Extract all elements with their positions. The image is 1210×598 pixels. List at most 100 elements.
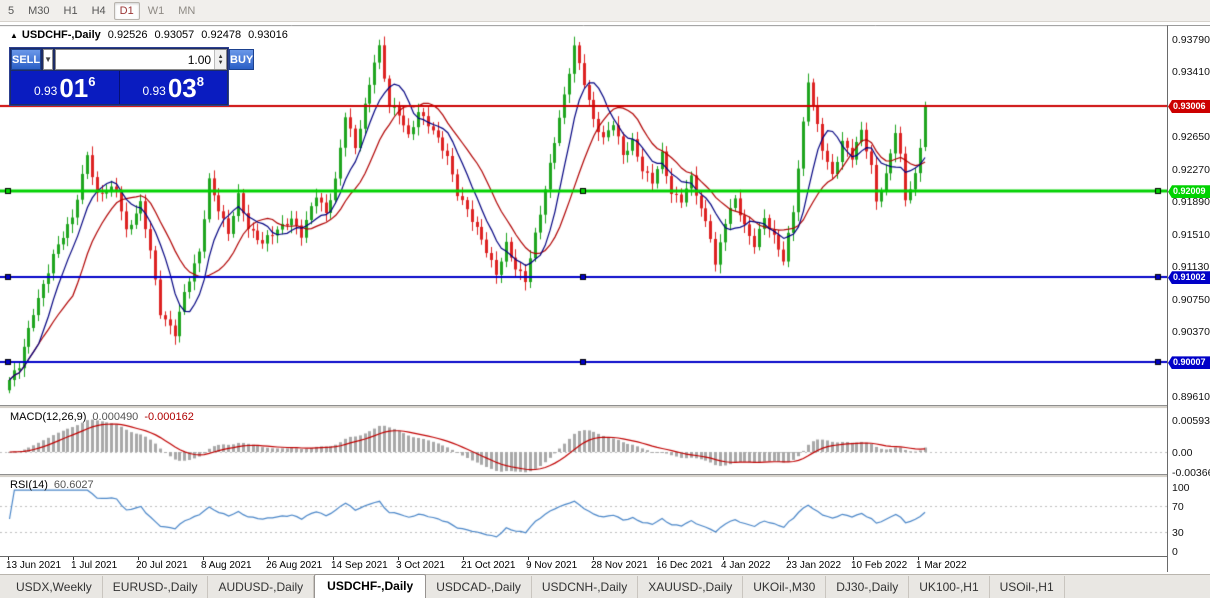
- buy-price-prefix: 0.93: [142, 84, 166, 98]
- date-tick: [528, 557, 529, 560]
- price-tag-0-90007: 0.90007: [1168, 356, 1210, 370]
- macd-indicator-label: MACD(12,26,9) 0.000490 -0.000162: [10, 411, 194, 423]
- date-tick: [788, 557, 789, 560]
- chart-tab-usdx-weekly[interactable]: USDX,Weekly: [6, 576, 103, 598]
- date-tick: [918, 557, 919, 560]
- date-tick: [203, 557, 204, 560]
- ohlc-low: 0.92478: [201, 29, 242, 41]
- chart-tab-audusd-daily[interactable]: AUDUSD-,Daily: [208, 576, 315, 598]
- date-axis-label: 26 Aug 2021: [266, 560, 323, 571]
- rsi-name: RSI(14): [10, 479, 48, 491]
- date-axis-label: 3 Oct 2021: [396, 560, 445, 571]
- ohlc-close: 0.93016: [248, 29, 288, 41]
- ohlc-high: 0.93057: [154, 29, 195, 41]
- rsi-axis-label: 70: [1172, 501, 1184, 514]
- price-axis-label: 0.93790: [1172, 33, 1210, 46]
- buy-button[interactable]: BUY: [229, 49, 255, 70]
- timeframe-button-w1[interactable]: W1: [142, 2, 171, 20]
- timeframe-button-5[interactable]: 5: [2, 2, 20, 20]
- chart-tab-eurusd-daily[interactable]: EURUSD-,Daily: [103, 576, 209, 598]
- chart-tab-usdchf-daily[interactable]: USDCHF-,Daily: [314, 574, 427, 598]
- buy-price-pipette: 8: [196, 74, 204, 89]
- volume-field: ▲▼: [55, 49, 228, 70]
- date-tick: [853, 557, 854, 560]
- trade-panel-prices: 0.93 01 6 0.93 03 8: [11, 71, 227, 104]
- spinner-down-icon: ▼: [217, 59, 224, 66]
- price-chart-canvas[interactable]: [0, 25, 1167, 556]
- price-tag-0-93006: 0.93006: [1168, 100, 1210, 113]
- ohlc-open: 0.92526: [107, 29, 148, 41]
- price-tag-0-92009: 0.92009: [1168, 185, 1210, 199]
- price-axis-label: 0.91510: [1172, 228, 1210, 241]
- rsi-axis-label: 30: [1172, 526, 1184, 539]
- price-axis-label: 0.89610: [1172, 391, 1210, 404]
- macd-main-value: 0.000490: [92, 411, 139, 423]
- chart-window: ▲ USDCHF-,Daily 0.92526 0.93057 0.92478 0.930…: [0, 22, 1210, 598]
- chart-tab-usoil-h1[interactable]: USOil-,H1: [990, 576, 1065, 598]
- date-tick: [593, 557, 594, 560]
- date-tick: [398, 557, 399, 560]
- date-axis-label: 13 Jun 2021: [6, 560, 62, 571]
- volume-dropdown-button[interactable]: ▼: [43, 49, 54, 70]
- date-axis-label: 4 Jan 2022: [721, 560, 771, 571]
- volume-input[interactable]: [56, 50, 215, 69]
- macd-signal-value: -0.000162: [144, 411, 194, 423]
- panel-separator-rsi[interactable]: [0, 474, 1210, 478]
- price-axis-label: 0.93410: [1172, 66, 1210, 79]
- date-axis-label: 21 Oct 2021: [461, 560, 516, 571]
- chart-tab-usdcnh-daily[interactable]: USDCNH-,Daily: [532, 576, 639, 598]
- chevron-down-icon: ▼: [44, 55, 53, 64]
- rsi-indicator-label: RSI(14) 60.6027: [10, 479, 94, 491]
- buy-price-display[interactable]: 0.93 03 8: [119, 71, 227, 104]
- trade-panel-controls: SELL ▼ ▲▼ BUY: [11, 49, 255, 70]
- sell-price-big-digits: 01: [59, 72, 89, 103]
- timeframe-button-d1[interactable]: D1: [113, 1, 140, 20]
- date-axis-label: 16 Dec 2021: [656, 560, 713, 571]
- chart-tab-usdcad-daily[interactable]: USDCAD-,Daily: [426, 576, 532, 598]
- price-axis-label: 0.91890: [1172, 196, 1210, 209]
- timeframe-button-h4[interactable]: H4: [86, 2, 112, 20]
- chart-title: ▲ USDCHF-,Daily 0.92526 0.93057 0.92478 0.930…: [10, 29, 288, 41]
- date-axis-label: 1 Jul 2021: [71, 560, 118, 571]
- sell-price-pipette: 6: [88, 74, 96, 89]
- price-axis-label: 0.91130: [1172, 261, 1210, 274]
- date-axis: 13 Jun 2021 1 Jul 2021 20 Jul 2021 8 Aug 20…: [0, 556, 1167, 572]
- date-axis-label: 1 Mar 2022: [916, 560, 967, 571]
- chart-tab-ukoil-m30[interactable]: UKOil-,M30: [743, 576, 827, 598]
- date-tick: [138, 557, 139, 560]
- price-tag-0-91002: 0.91002: [1168, 271, 1210, 285]
- timeframe-button-m30[interactable]: M30: [22, 2, 55, 20]
- date-tick: [333, 557, 334, 560]
- date-tick: [463, 557, 464, 560]
- date-axis-label: 23 Jan 2022: [786, 560, 842, 571]
- price-axis-label: 0.90750: [1172, 293, 1210, 306]
- chart-tab-dj30-daily[interactable]: DJ30-,Daily: [826, 576, 910, 598]
- date-tick: [8, 557, 9, 560]
- date-axis-label: 20 Jul 2021: [136, 560, 188, 571]
- timeframe-toolbar: 5 M30 H1 H4 D1 W1 MN: [0, 0, 1210, 22]
- date-axis-label: 8 Aug 2021: [201, 560, 252, 571]
- chart-tab-xauusd-daily[interactable]: XAUUSD-,Daily: [638, 576, 744, 598]
- sell-button[interactable]: SELL: [11, 49, 42, 70]
- macd-axis-label: 0.00593: [1172, 415, 1210, 427]
- price-axis: 0.937900.934100.930300.926500.922700.918…: [1167, 25, 1210, 572]
- date-tick: [658, 557, 659, 560]
- price-axis-label: 0.92270: [1172, 163, 1210, 176]
- timeframe-button-h1[interactable]: H1: [58, 2, 84, 20]
- sell-price-display[interactable]: 0.93 01 6: [11, 71, 119, 104]
- panel-separator-macd[interactable]: [0, 405, 1210, 409]
- timeframe-button-mn[interactable]: MN: [172, 2, 201, 20]
- date-axis-label: 10 Feb 2022: [851, 560, 908, 571]
- rsi-axis-label: 100: [1172, 482, 1190, 494]
- sell-price-prefix: 0.93: [33, 84, 58, 98]
- date-axis-label: 9 Nov 2021: [526, 560, 578, 571]
- chart-tab-uk100-h1[interactable]: UK100-,H1: [909, 576, 990, 598]
- date-tick: [268, 557, 269, 560]
- date-axis-label: 14 Sep 2021: [331, 560, 388, 571]
- macd-axis-label: -0.00366: [1172, 466, 1210, 479]
- volume-spinner[interactable]: ▲ ▼: [214, 50, 227, 69]
- rsi-value: 60.6027: [53, 479, 94, 491]
- spinner-up-icon: ▲: [217, 53, 224, 60]
